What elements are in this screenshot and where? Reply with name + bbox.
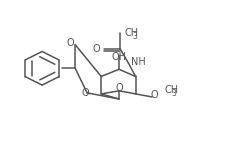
Text: OH: OH: [112, 52, 127, 62]
Text: O: O: [81, 88, 89, 98]
Text: O: O: [67, 38, 74, 48]
Text: CH: CH: [125, 29, 139, 38]
Text: 3: 3: [172, 89, 177, 98]
Text: NH: NH: [131, 57, 146, 67]
Text: O: O: [115, 83, 123, 93]
Text: O: O: [92, 44, 100, 54]
Text: CH: CH: [164, 85, 178, 95]
Text: 3: 3: [133, 32, 137, 41]
Text: O: O: [151, 90, 158, 100]
